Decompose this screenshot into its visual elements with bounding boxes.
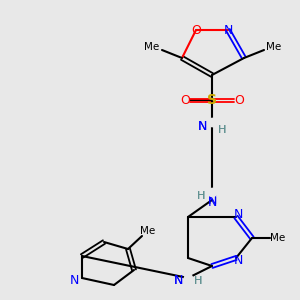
Text: H: H <box>196 191 205 201</box>
Text: O: O <box>191 23 201 37</box>
Text: Me: Me <box>266 42 282 52</box>
Text: N: N <box>207 194 217 208</box>
Text: O: O <box>234 94 244 106</box>
Text: H: H <box>196 191 205 201</box>
Text: H: H <box>194 276 202 286</box>
Text: N: N <box>207 196 217 208</box>
Text: N: N <box>233 254 243 268</box>
Text: N: N <box>198 121 207 134</box>
Text: S: S <box>207 93 217 107</box>
Text: Me: Me <box>144 42 160 52</box>
Text: N: N <box>174 274 183 287</box>
Text: N: N <box>223 23 233 37</box>
Text: O: O <box>180 94 190 106</box>
Text: H: H <box>194 276 202 286</box>
Text: Me: Me <box>140 226 156 236</box>
Text: H: H <box>218 125 226 135</box>
Text: Me: Me <box>270 233 286 243</box>
Text: N: N <box>174 274 183 287</box>
Text: N: N <box>70 274 79 286</box>
Text: H: H <box>218 125 226 135</box>
Text: N: N <box>198 121 207 134</box>
Text: N: N <box>233 208 243 220</box>
